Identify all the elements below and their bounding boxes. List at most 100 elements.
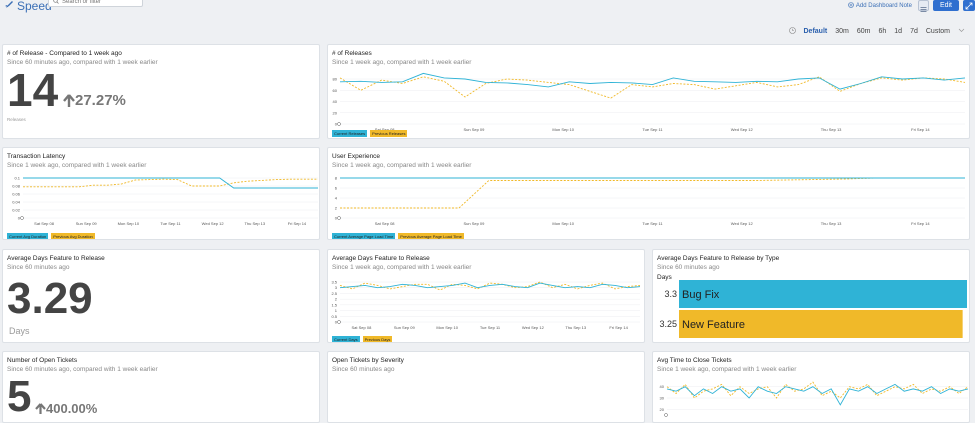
big-number: 5: [7, 372, 32, 421]
series-line-previous: [23, 178, 318, 188]
fullscreen-button[interactable]: [963, 0, 975, 11]
legend-item-current: Current Average Page Load Time: [332, 233, 396, 239]
widget-avg-days-chart: Average Days Feature to Release Since 1 …: [327, 249, 645, 343]
series-line-current: [339, 282, 641, 289]
widget-subtitle: Since 60 minutes ago: [657, 264, 720, 271]
widget-releases-chart: # of Releases Since 1 week ago, compared…: [327, 44, 970, 139]
header-actions: Add Dashboard Note Edit: [848, 0, 975, 12]
y-tick-label: 0: [335, 122, 338, 127]
x-tick-label: Fri Sep 14: [609, 325, 628, 330]
grid-icon: [920, 7, 927, 12]
avg-days-bar-chart: 3.3 Bug Fix 3.25 New Feature: [659, 280, 967, 338]
x-tick-label: Mon Sep 10: [552, 221, 574, 226]
y-tick-label: 60: [333, 88, 338, 93]
y-tick-label: 0.02: [12, 208, 21, 213]
timeframe-1d[interactable]: 1d: [894, 28, 903, 35]
widget-title: # of Releases: [332, 50, 372, 57]
y-tick-label: 20: [333, 110, 338, 115]
timeframe-default[interactable]: Default: [803, 28, 828, 35]
avg-days-line-chart: 3.532.521.510.50 Sat Sep 08 Sun Sep 09 Mon …: [331, 280, 641, 330]
edit-button[interactable]: Edit: [932, 0, 959, 11]
latency-line-chart: 0.1 0.08 0.06 0.04 0.02 0 Sat Sep 08 Sun Sep 09…: [12, 176, 318, 226]
x-tick-label: Wed Sep 12: [731, 221, 754, 226]
y-tick-label: 1: [335, 308, 338, 313]
widget-title: Transaction Latency: [7, 153, 66, 160]
y-tick-label: 3: [335, 285, 338, 290]
chart-origin-marker: [337, 122, 341, 126]
x-tick-label: Wed Sep 12: [731, 127, 754, 132]
chart-legend: Current Days Previous Days: [332, 336, 393, 342]
x-tick-label: Sun Sep 09: [463, 221, 485, 226]
x-tick-label: Fri Sep 14: [911, 221, 930, 226]
series-line-current: [23, 177, 318, 189]
x-tick-label: Fri Sep 14: [288, 221, 307, 226]
x-tick-label: Thu Sep 13: [244, 221, 265, 226]
layout-toggle-button[interactable]: [917, 0, 929, 12]
y-tick-label: 3.5: [331, 280, 337, 285]
series-line-previous: [340, 177, 965, 209]
x-tick-label: Mon Sep 10: [436, 325, 458, 330]
bar-category-label: New Feature: [682, 319, 745, 331]
widget-title: User Experience: [332, 153, 381, 160]
dashboard-title: Speed: [4, 0, 52, 13]
legend-item-current: Current Avg Duration: [7, 233, 49, 239]
y-tick-label: 0.5: [331, 314, 337, 319]
timeframe-60m[interactable]: 60m: [856, 28, 871, 35]
big-number: 3.29: [7, 274, 93, 323]
y-tick-label: 0: [335, 216, 338, 221]
widget-subtitle: Since 1 week ago, compared with 1 week e…: [332, 264, 472, 271]
timeframe-6h[interactable]: 6h: [878, 28, 887, 35]
chevron-down-icon[interactable]: [958, 28, 965, 35]
y-tick-label: 20: [660, 407, 665, 412]
timeframe-custom[interactable]: Custom: [925, 28, 950, 35]
user-experience-line-chart: 8 6 4 2 0 Sat Sep 08 Sun Sep 09 Mon Sep 10 Tue S…: [335, 176, 965, 226]
y-tick-label: 0.04: [12, 200, 21, 205]
legend-item-current: Current Days: [332, 336, 360, 342]
x-tick-label: Thu Sep 13: [821, 221, 842, 226]
bar-value-label: 3.25: [659, 319, 677, 329]
add-dashboard-note-button[interactable]: Add Dashboard Note: [848, 1, 912, 10]
y-tick-label: 0.08: [12, 184, 21, 189]
expand-icon: [965, 2, 973, 9]
widget-subtitle: Since 60 minutes ago, compared with 1 we…: [7, 59, 158, 66]
chart-origin-marker: [337, 320, 341, 324]
top-bar: Speed Add Dashboard Note Edit Default 30…: [0, 0, 975, 40]
big-number: 14: [7, 64, 59, 116]
x-tick-label: Thu Sep 13: [821, 127, 842, 132]
legend-item-previous: Previous Releases: [370, 130, 408, 137]
x-tick-label: Sat Sep 08: [34, 221, 55, 226]
search-box[interactable]: [48, 0, 143, 7]
widget-title: Average Days Feature to Release: [7, 255, 105, 262]
chart-origin-marker: [20, 216, 24, 220]
timeframe-30m[interactable]: 30m: [835, 28, 849, 35]
series-line-previous: [666, 381, 969, 399]
x-tick-label: Mon Sep 10: [552, 127, 574, 132]
y-tick-label: 0: [18, 216, 21, 221]
x-tick-label: Sun Sep 09: [76, 221, 98, 226]
widget-avg-days: Average Days Feature to Release Since 60…: [2, 249, 320, 343]
bar-value-label: 3.3: [664, 289, 677, 299]
arrow-up-icon: [63, 93, 75, 107]
x-tick-label: Sat Sep 08: [352, 325, 373, 330]
chart-legend: Current Avg Duration Previous Avg Durati…: [7, 233, 95, 239]
search-icon: [53, 0, 59, 6]
y-tick-label: 4: [335, 196, 338, 201]
widget-subtitle: Since 1 week ago, compared with 1 week e…: [332, 59, 472, 66]
plus-circle-icon: [848, 1, 854, 10]
x-tick-label: Tue Sep 11: [160, 221, 181, 226]
widget-subtitle: Since 1 week ago, compared with 1 week e…: [7, 162, 147, 169]
timeframe-7d[interactable]: 7d: [910, 28, 918, 35]
widget-user-experience: User Experience Since 1 week ago, compar…: [327, 147, 970, 240]
x-tick-label: Fri Sep 14: [911, 127, 930, 132]
unit-label: Releases: [7, 117, 26, 122]
clock-icon: [788, 27, 796, 36]
chart-legend: Current Releases Previous Releases: [332, 130, 408, 137]
search-input[interactable]: [62, 0, 132, 5]
series-line-current: [666, 383, 969, 406]
widget-releases-compared: # of Release - Compared to 1 week ago Si…: [2, 44, 320, 139]
legend-item-current: Current Releases: [332, 130, 368, 137]
widget-title: Number of Open Tickets: [7, 357, 78, 364]
widget-title: Avg Time to Close Tickets: [657, 357, 732, 364]
y-tick-label: 0.06: [12, 192, 21, 197]
widget-title: Average Days Feature to Release by Type: [657, 255, 780, 262]
